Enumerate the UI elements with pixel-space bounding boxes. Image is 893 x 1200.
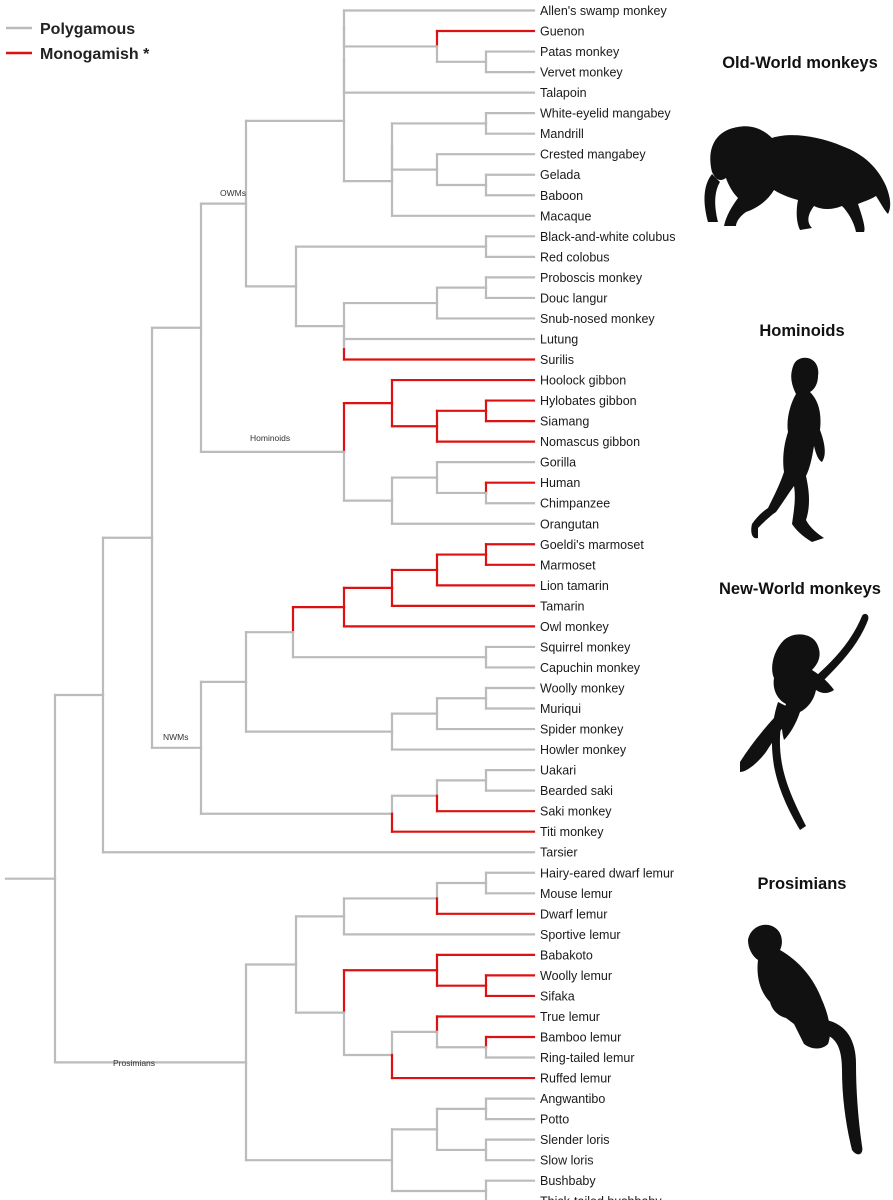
species-label: Woolly monkey <box>540 681 625 695</box>
species-label: Howler monkey <box>540 743 627 757</box>
baboon-silhouette-icon <box>704 126 891 232</box>
species-label: Siamang <box>540 415 589 429</box>
species-label: Mandrill <box>540 127 584 141</box>
species-label: Baboon <box>540 189 583 203</box>
species-label: Sportive lemur <box>540 928 621 942</box>
species-label: Lutung <box>540 332 578 346</box>
species-label: Uakari <box>540 764 576 778</box>
species-label: Owl monkey <box>540 620 610 634</box>
species-label: Red colobus <box>540 250 610 264</box>
species-label: Spider monkey <box>540 723 624 737</box>
species-label: Capuchin monkey <box>540 661 641 675</box>
lemur-silhouette-icon <box>748 924 863 1155</box>
species-label: Titi monkey <box>540 825 604 839</box>
clade-label-hominoids: Hominoids <box>250 433 290 443</box>
species-label: Slow loris <box>540 1154 594 1168</box>
species-label: Dwarf lemur <box>540 907 607 921</box>
species-label: Muriqui <box>540 702 581 716</box>
species-label: Ruffed lemur <box>540 1072 611 1086</box>
species-label: Patas monkey <box>540 45 620 59</box>
species-label: Babakoto <box>540 948 593 962</box>
species-label: Talapoin <box>540 86 587 100</box>
species-label: Bushbaby <box>540 1174 596 1188</box>
legend-label-polygamous: Polygamous <box>40 21 135 38</box>
species-label: Chimpanzee <box>540 497 610 511</box>
species-label: Gelada <box>540 168 580 182</box>
species-label: Proboscis monkey <box>540 271 643 285</box>
species-label: Human <box>540 476 580 490</box>
species-label: Lion tamarin <box>540 579 609 593</box>
legend-label-monogamish: Monogamish * <box>40 46 150 63</box>
clade-label-prosimians: Prosimians <box>113 1058 155 1068</box>
species-label: Crested mangabey <box>540 148 646 162</box>
species-label: Gorilla <box>540 456 576 470</box>
tree-branches <box>4 9 536 1200</box>
species-label: Surilis <box>540 353 574 367</box>
group-title-prosimians: Prosimians <box>758 875 847 893</box>
species-label: Hylobates gibbon <box>540 394 637 408</box>
species-label: True lemur <box>540 1010 600 1024</box>
group-title-new-world-monkeys: New-World monkeys <box>719 580 881 598</box>
species-label: Orangutan <box>540 517 599 531</box>
group-title-hominoids: Hominoids <box>759 322 844 340</box>
species-labels: Allen's swamp monkey Guenon Patas monkey Ve… <box>540 4 676 1200</box>
species-label: Nomascus gibbon <box>540 435 640 449</box>
species-label: Sifaka <box>540 989 575 1003</box>
species-label: Snub-nosed monkey <box>540 312 655 326</box>
species-label: Bamboo lemur <box>540 1031 621 1045</box>
clade-label-owms: OWMs <box>220 188 246 198</box>
species-label: Tarsier <box>540 846 578 860</box>
clade-label-nwms: NWMs <box>163 732 189 742</box>
species-label: Squirrel monkey <box>540 640 631 654</box>
species-label: Slender loris <box>540 1133 609 1147</box>
species-label: Saki monkey <box>540 805 612 819</box>
species-label: Mouse lemur <box>540 887 612 901</box>
species-label: White-eyelid mangabey <box>540 107 671 121</box>
species-label: Vervet monkey <box>540 66 623 80</box>
human-silhouette-icon <box>751 357 825 542</box>
legend: Polygamous Monogamish * <box>6 21 150 63</box>
species-label: Marmoset <box>540 558 596 572</box>
group-title-old-world-monkeys: Old-World monkeys <box>722 54 878 72</box>
species-label: Angwantibo <box>540 1092 605 1106</box>
species-label: Bearded saki <box>540 784 613 798</box>
species-label: Guenon <box>540 25 585 39</box>
species-label: Tamarin <box>540 599 585 613</box>
species-label: Hoolock gibbon <box>540 374 626 388</box>
species-label: Thick-tailed bushbaby <box>540 1195 662 1200</box>
species-label: Potto <box>540 1113 569 1127</box>
species-label: Woolly lemur <box>540 969 612 983</box>
tamarin-silhouette-icon <box>740 613 869 830</box>
species-label: Douc langur <box>540 291 607 305</box>
species-label: Goeldi's marmoset <box>540 538 644 552</box>
species-label: Allen's swamp monkey <box>540 4 667 18</box>
species-label: Black-and-white colubus <box>540 230 676 244</box>
species-label: Hairy-eared dwarf lemur <box>540 866 674 880</box>
species-label: Ring-tailed lemur <box>540 1051 634 1065</box>
species-label: Macaque <box>540 209 591 223</box>
